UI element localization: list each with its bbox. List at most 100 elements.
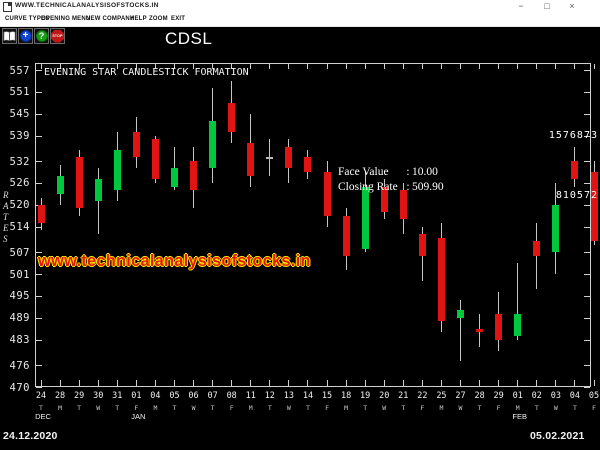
- candle-down: [571, 161, 579, 180]
- x-axis-tick-bottom: [574, 380, 576, 386]
- x-axis-tick-bottom: [231, 380, 233, 386]
- x-axis-date-label: 27: [455, 391, 466, 401]
- y-axis-tick-mark: [36, 317, 42, 319]
- x-axis-day-label: T: [267, 404, 272, 412]
- candle-down: [285, 146, 293, 169]
- menu-item-new-company[interactable]: NEW COMPANY: [86, 16, 135, 22]
- add-icon[interactable]: +: [18, 28, 33, 44]
- y-axis-tick-mark: [36, 91, 42, 93]
- x-axis-tick-bottom: [135, 380, 137, 386]
- candle-down: [247, 142, 255, 176]
- x-axis-date-label: 25: [436, 391, 447, 401]
- x-axis-date-label: 03: [550, 391, 561, 401]
- face-value-label: Face Value: [338, 166, 389, 178]
- candle-wick: [460, 299, 462, 362]
- x-axis-date-label: 05: [588, 391, 600, 401]
- x-axis-day-label: M: [515, 404, 520, 412]
- x-axis-tick-top: [116, 64, 118, 69]
- menu-item-exit[interactable]: EXIT: [171, 16, 186, 22]
- x-axis-date-label: 24: [35, 391, 47, 401]
- candle-down: [342, 215, 350, 256]
- candle-down: [590, 172, 598, 242]
- x-axis-tick-bottom: [288, 380, 290, 386]
- stop-icon[interactable]: STOP: [50, 28, 65, 44]
- y-axis-tick-mark: [36, 295, 42, 297]
- x-axis-date-label: 01: [131, 391, 142, 401]
- minimize-button[interactable]: −: [518, 1, 524, 11]
- x-axis-tick-top: [536, 64, 538, 69]
- candle-up: [56, 175, 64, 194]
- y-axis-tick-mark: [36, 226, 42, 228]
- y-axis-tick-label: 520: [9, 199, 30, 212]
- y-axis-title-letter: R: [3, 190, 9, 200]
- stop-glyph: STOP: [51, 29, 64, 43]
- x-axis-tick-top: [574, 64, 576, 69]
- x-axis-tick-bottom: [97, 380, 99, 386]
- menu-item-zoom[interactable]: ZOOM: [149, 16, 168, 22]
- x-axis-day-label: T: [172, 404, 177, 412]
- x-axis-tick-bottom: [326, 380, 328, 386]
- candle-up: [514, 314, 522, 336]
- question-glyph: ?: [35, 30, 48, 42]
- x-axis-day-label: F: [325, 404, 329, 412]
- pattern-annotation: EVENING STAR CANDLESTICK FORMATION: [44, 67, 249, 78]
- y-axis-title-letter: E: [3, 223, 9, 233]
- x-axis-tick-bottom: [193, 380, 195, 386]
- x-axis-day-label: T: [477, 404, 482, 412]
- x-axis-tick-bottom: [307, 380, 309, 386]
- maximize-button[interactable]: □: [544, 1, 550, 11]
- candle-down: [533, 241, 541, 256]
- y-axis-tick-mark: [584, 204, 590, 206]
- candle-up: [361, 186, 369, 249]
- close-button[interactable]: ×: [569, 1, 575, 11]
- x-axis-tick-top: [307, 64, 309, 69]
- x-axis-day-label: T: [210, 404, 215, 412]
- window-title: WWW.TECHNICALANALYSISOFSTOCKS.IN: [15, 2, 159, 9]
- y-axis-tick-mark: [584, 226, 590, 228]
- y-axis-tick-mark: [584, 317, 590, 319]
- candle-down: [228, 102, 236, 132]
- y-axis-tick-mark: [584, 252, 590, 254]
- candle-down: [190, 161, 198, 191]
- x-axis-day-label: T: [401, 404, 406, 412]
- x-axis-tick-top: [440, 64, 442, 69]
- x-axis-tick-bottom: [40, 380, 42, 386]
- x-axis-day-label: T: [363, 404, 368, 412]
- y-axis-tick-mark: [584, 182, 590, 184]
- y-axis-tick-label: 483: [9, 334, 30, 347]
- y-axis-tick-mark: [36, 135, 42, 137]
- y-axis-tick-mark: [584, 161, 590, 163]
- y-axis-tick-label: 557: [9, 64, 30, 77]
- x-axis-day-label: T: [115, 404, 120, 412]
- x-axis-tick-top: [479, 64, 481, 69]
- x-axis-tick-top: [231, 64, 233, 69]
- x-axis-tick-bottom: [269, 380, 271, 386]
- face-value-separator: :: [406, 166, 410, 178]
- y-axis-title-letter: A: [3, 201, 9, 211]
- x-axis-date-label: 29: [74, 391, 85, 401]
- help-icon[interactable]: ?: [34, 28, 49, 44]
- x-axis-tick-top: [154, 64, 156, 69]
- x-axis-tick-top: [460, 64, 462, 69]
- x-axis-tick-top: [498, 64, 500, 69]
- menu-bar: CURVE TYPES OPENING MENU NEW COMPANY HEL…: [0, 13, 600, 27]
- watermark: www.technicalanalysisofstocks.in: [38, 252, 311, 270]
- menu-item-curve-types[interactable]: CURVE TYPES: [5, 16, 50, 22]
- chart-border-bottom: [35, 386, 591, 387]
- book-icon[interactable]: [2, 28, 17, 44]
- y-axis-tick-label: 545: [9, 108, 30, 121]
- x-axis-day-label: T: [77, 404, 82, 412]
- plus-glyph: +: [19, 30, 32, 42]
- closing-rate-value: 509.90: [412, 181, 444, 193]
- x-axis-tick-bottom: [383, 380, 385, 386]
- menu-item-opening-menu[interactable]: OPENING MENU: [41, 16, 91, 22]
- volume-label: 810572: [555, 190, 598, 201]
- menu-item-help[interactable]: HELP: [130, 16, 147, 22]
- x-axis-date-label: 15: [321, 391, 333, 401]
- y-axis-tick-label: 495: [9, 290, 30, 303]
- candle-wick: [517, 263, 519, 340]
- x-axis-day-label: F: [134, 404, 139, 412]
- closing-rate-separator: :: [406, 181, 410, 193]
- face-value-row: Face Value : 10.00: [338, 165, 444, 180]
- closing-rate-row: Closing Rate : 509.90: [338, 180, 444, 195]
